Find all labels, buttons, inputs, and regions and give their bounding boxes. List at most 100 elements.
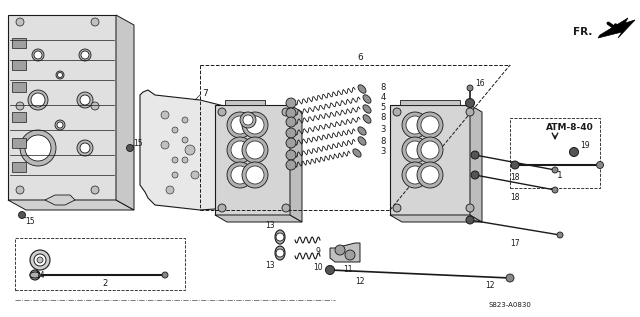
Polygon shape — [8, 200, 134, 210]
Circle shape — [166, 186, 174, 194]
Circle shape — [557, 232, 563, 238]
Text: 12: 12 — [355, 277, 365, 287]
Circle shape — [81, 51, 89, 59]
Circle shape — [421, 166, 439, 184]
Circle shape — [182, 137, 188, 143]
Circle shape — [20, 130, 56, 166]
Text: 6: 6 — [357, 54, 363, 62]
Circle shape — [242, 112, 268, 138]
Circle shape — [596, 161, 604, 169]
Polygon shape — [390, 105, 470, 215]
Text: 17: 17 — [510, 238, 520, 248]
Circle shape — [31, 93, 45, 107]
Polygon shape — [330, 243, 360, 262]
Polygon shape — [8, 15, 116, 200]
Circle shape — [172, 172, 178, 178]
Bar — [12, 82, 26, 92]
Text: 16: 16 — [475, 79, 484, 87]
Text: 18: 18 — [510, 192, 520, 202]
Text: 10: 10 — [313, 263, 323, 273]
Circle shape — [182, 157, 188, 163]
Circle shape — [55, 120, 65, 130]
Circle shape — [58, 73, 63, 77]
Circle shape — [417, 137, 443, 163]
Circle shape — [172, 127, 178, 133]
Circle shape — [16, 18, 24, 26]
Circle shape — [37, 257, 43, 263]
Circle shape — [30, 250, 50, 270]
Circle shape — [191, 171, 199, 179]
Circle shape — [28, 90, 48, 110]
Circle shape — [393, 204, 401, 212]
Circle shape — [466, 204, 474, 212]
Text: 12: 12 — [485, 281, 495, 289]
Circle shape — [286, 150, 296, 160]
Circle shape — [421, 141, 439, 159]
Circle shape — [32, 49, 44, 61]
Circle shape — [240, 112, 256, 128]
Circle shape — [286, 128, 296, 138]
Circle shape — [417, 162, 443, 188]
Circle shape — [80, 95, 90, 105]
Circle shape — [242, 162, 268, 188]
Text: 8: 8 — [380, 137, 386, 146]
Circle shape — [402, 162, 428, 188]
Ellipse shape — [275, 230, 285, 244]
Text: 3: 3 — [380, 147, 386, 157]
Circle shape — [466, 216, 474, 224]
Circle shape — [34, 51, 42, 59]
Circle shape — [127, 145, 134, 152]
Circle shape — [406, 166, 424, 184]
Circle shape — [56, 71, 64, 79]
Circle shape — [246, 116, 264, 134]
Circle shape — [276, 249, 284, 257]
Text: 1: 1 — [557, 171, 563, 179]
Circle shape — [161, 141, 169, 149]
Text: 5: 5 — [380, 103, 386, 113]
Circle shape — [242, 137, 268, 163]
Text: 3: 3 — [380, 126, 386, 134]
Circle shape — [402, 137, 428, 163]
Circle shape — [231, 141, 249, 159]
Circle shape — [218, 108, 226, 116]
Circle shape — [227, 162, 253, 188]
Ellipse shape — [358, 127, 366, 135]
Circle shape — [417, 112, 443, 138]
Circle shape — [231, 166, 249, 184]
Text: 13: 13 — [265, 261, 275, 269]
Circle shape — [91, 18, 99, 26]
Text: 8: 8 — [380, 113, 386, 122]
Circle shape — [161, 111, 169, 119]
Circle shape — [227, 137, 253, 163]
Bar — [12, 38, 26, 48]
Bar — [12, 112, 26, 122]
Circle shape — [335, 245, 345, 255]
Text: 18: 18 — [510, 172, 520, 182]
Circle shape — [506, 274, 514, 282]
Polygon shape — [470, 105, 482, 222]
Circle shape — [282, 204, 290, 212]
Circle shape — [466, 108, 474, 116]
Circle shape — [227, 112, 253, 138]
Text: 7: 7 — [202, 88, 208, 98]
Text: 13: 13 — [265, 221, 275, 230]
Circle shape — [471, 171, 479, 179]
Text: 19: 19 — [580, 140, 589, 150]
Circle shape — [406, 141, 424, 159]
Circle shape — [34, 254, 46, 266]
Circle shape — [286, 108, 296, 118]
Circle shape — [182, 117, 188, 123]
Circle shape — [57, 122, 63, 128]
Polygon shape — [116, 15, 134, 210]
Ellipse shape — [353, 149, 361, 157]
Ellipse shape — [275, 246, 285, 260]
Circle shape — [421, 116, 439, 134]
Circle shape — [552, 167, 558, 173]
Bar — [12, 60, 26, 70]
Circle shape — [286, 117, 296, 127]
Polygon shape — [215, 105, 290, 215]
Ellipse shape — [363, 105, 371, 113]
Text: FR.: FR. — [573, 27, 592, 37]
Circle shape — [406, 116, 424, 134]
Circle shape — [243, 115, 253, 125]
